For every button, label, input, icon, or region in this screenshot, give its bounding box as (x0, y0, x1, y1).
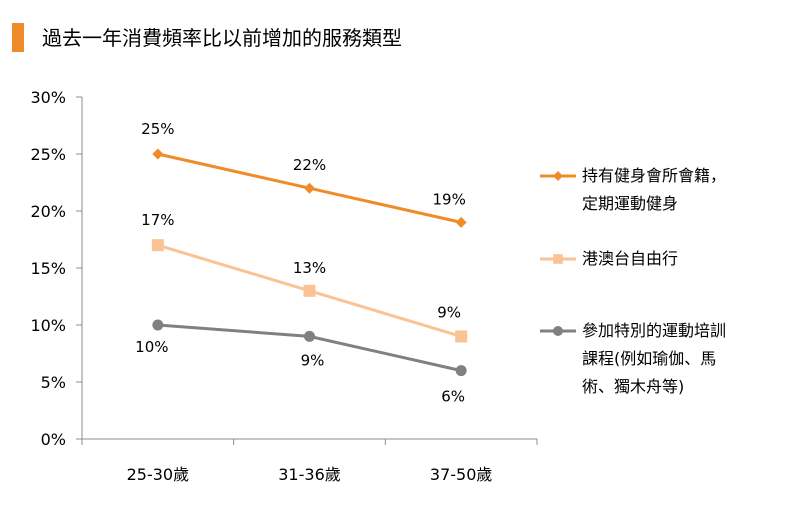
data-point (152, 319, 164, 331)
y-tick-label: 15% (30, 259, 66, 278)
data-label: 10% (135, 338, 168, 356)
y-tick-label: 25% (30, 145, 66, 164)
data-label: 9% (301, 351, 325, 369)
legend-marker (553, 254, 563, 264)
data-label: 6% (441, 388, 465, 406)
data-point (455, 216, 467, 228)
x-tick-label: 25-30歲 (127, 465, 190, 484)
data-point (152, 148, 164, 160)
legend-label: 持有健身會所會籍， (582, 166, 727, 185)
y-tick-label: 30% (30, 88, 66, 107)
title-accent-bar (12, 23, 24, 52)
data-point (151, 239, 164, 252)
data-point (455, 330, 468, 343)
data-label: 9% (437, 303, 461, 321)
data-label: 19% (432, 190, 465, 208)
x-tick-label: 31-36歲 (278, 465, 341, 484)
legend-label: 術、獨木舟等) (582, 377, 685, 396)
data-point (304, 182, 315, 194)
data-point (455, 365, 467, 377)
y-tick-label: 20% (30, 202, 66, 221)
data-label: 17% (141, 211, 174, 229)
legend-label: 參加特別的運動培訓 (582, 321, 727, 340)
y-tick-label: 5% (41, 373, 66, 392)
data-label: 22% (293, 156, 326, 174)
data-point (303, 284, 316, 297)
data-point (304, 330, 315, 342)
data-label: 25% (141, 120, 174, 138)
y-tick-label: 10% (30, 316, 66, 335)
x-tick-label: 37-50歲 (430, 465, 493, 484)
legend-label: 定期運動健身 (582, 194, 679, 213)
chart-title: 過去一年消費頻率比以前增加的服務類型 (42, 26, 402, 50)
legend-label: 港澳台自由行 (582, 249, 679, 268)
legend-marker (553, 326, 563, 336)
legend-label: 課程(例如瑜伽、馬 (582, 349, 717, 368)
data-label: 13% (293, 259, 326, 277)
legend-marker (553, 171, 563, 181)
y-tick-label: 0% (41, 430, 66, 449)
